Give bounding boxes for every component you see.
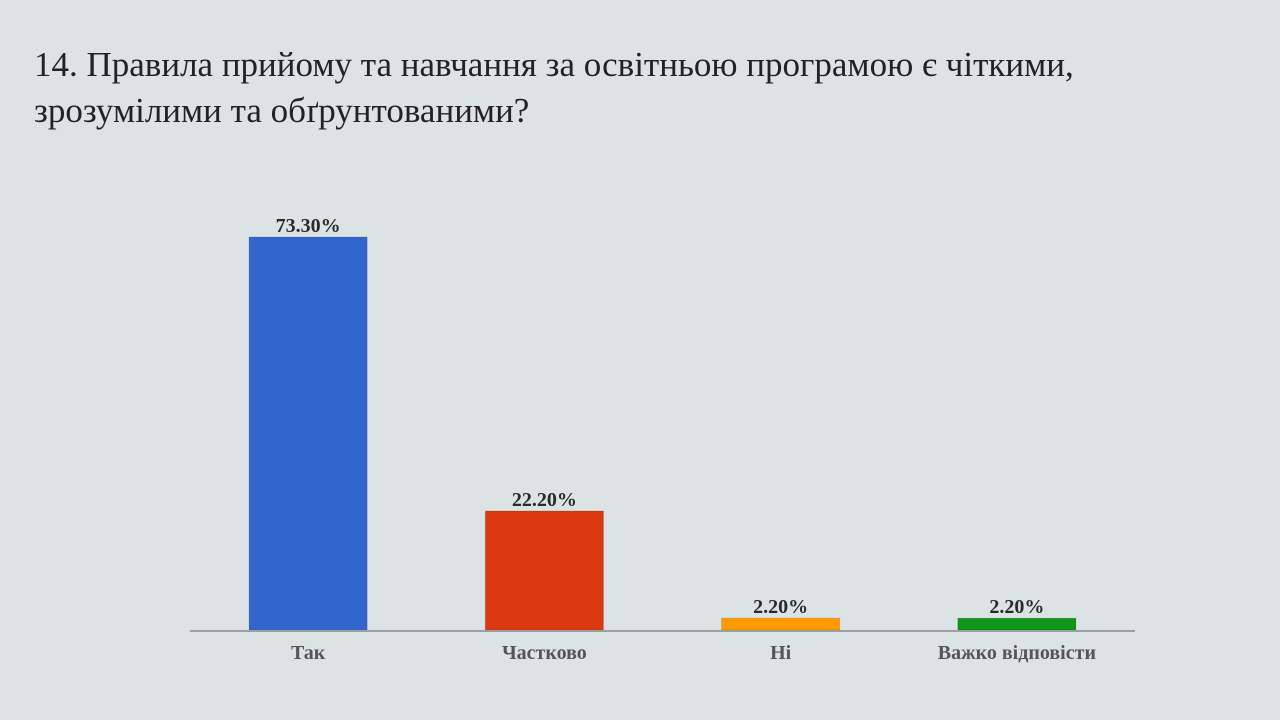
category-label-4: Важко відповісти: [938, 642, 1096, 664]
bar-1: [248, 236, 368, 631]
bar-value-label-4: 2.20%: [989, 596, 1044, 618]
labels-group: 73.30% Так 22.20% Частково 2.20% Ні 2.20% Важко…: [276, 215, 1096, 664]
bar-4: [957, 617, 1077, 631]
category-label-2: Частково: [502, 642, 587, 664]
bar-value-label-2: 22.20%: [512, 489, 577, 511]
bars-group: [248, 236, 1077, 631]
bar-value-label-1: 73.30%: [276, 215, 341, 237]
category-label-3: Ні: [770, 642, 792, 664]
category-label-1: Так: [291, 642, 326, 664]
bar-2: [484, 510, 604, 631]
bar-3: [721, 617, 841, 631]
slide-title: 14. Правила прийому та навчання за освіт…: [34, 45, 1074, 130]
bar-value-label-3: 2.20%: [753, 596, 808, 618]
